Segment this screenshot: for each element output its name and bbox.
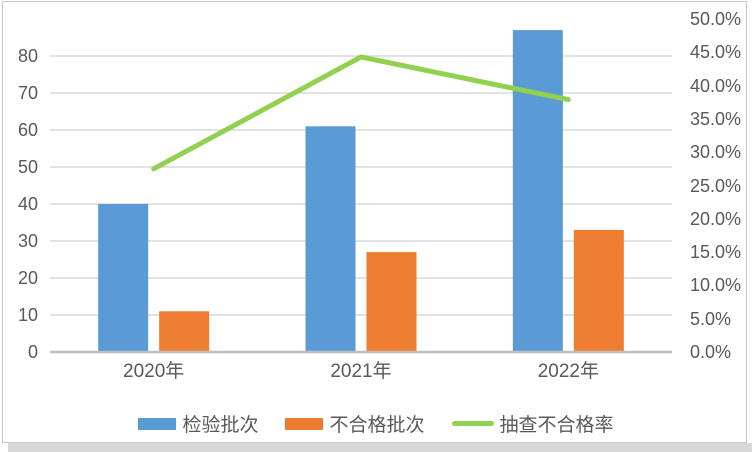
right-axis-tick: 20.0%	[690, 208, 742, 229]
right-axis-tick: 10.0%	[690, 275, 742, 296]
right-axis-tick: 25.0%	[690, 175, 742, 196]
right-axis-tick: 45.0%	[690, 42, 742, 63]
legend-bar-swatch	[285, 417, 324, 430]
category-label: 2021年	[330, 361, 392, 382]
category-label: 2022年	[537, 361, 599, 382]
bar-series2-cat1	[159, 311, 210, 352]
bar-series1-cat3	[512, 30, 563, 352]
right-axis-tick: 50.0%	[690, 9, 742, 29]
legend-label: 检验批次	[182, 415, 259, 436]
right-axis-tick: 30.0%	[690, 142, 742, 163]
bar-series1-cat1	[98, 204, 149, 352]
left-axis-tick: 80	[17, 46, 38, 66]
left-axis-tick: 40	[17, 194, 38, 214]
legend: 检验批次 不合格批次 抽查不合格率	[0, 410, 752, 437]
legend-bar-swatch	[138, 417, 177, 430]
right-axis-tick: 35.0%	[690, 108, 742, 129]
legend-item: 不合格批次	[285, 410, 425, 437]
bar-series2-cat2	[366, 252, 417, 352]
bar-series2-cat3	[573, 229, 624, 352]
legend-item: 检验批次	[138, 410, 258, 437]
legend-line-swatch	[451, 421, 494, 426]
left-axis-tick: 20	[17, 268, 38, 288]
right-axis-tick: 5.0%	[690, 308, 732, 329]
legend-label: 不合格批次	[329, 415, 425, 436]
chart-shadow-edge	[8, 443, 752, 452]
right-axis-tick: 40.0%	[690, 75, 742, 96]
category-label: 2020年	[123, 361, 185, 382]
legend-item: 抽查不合格率	[451, 410, 614, 437]
bar-series1-cat2	[305, 126, 356, 352]
right-axis-tick: 0.0%	[690, 342, 732, 362]
left-axis-tick: 0	[27, 342, 38, 362]
left-axis-tick: 50	[17, 157, 38, 177]
left-axis-tick: 10	[17, 305, 38, 325]
rate-line	[151, 54, 571, 172]
left-axis-tick: 30	[17, 231, 38, 251]
legend-label: 抽查不合格率	[499, 415, 614, 436]
left-axis-tick: 60	[17, 120, 38, 140]
left-axis-tick: 70	[17, 83, 38, 103]
right-axis-tick: 15.0%	[690, 242, 742, 263]
